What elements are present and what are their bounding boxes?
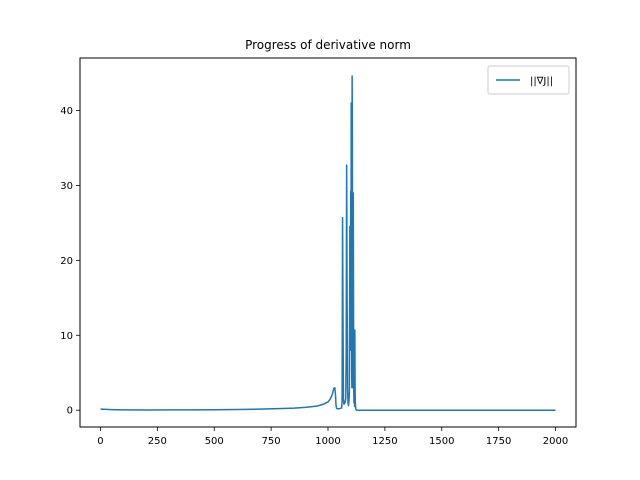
y-axis: 0 10 20 30 40 xyxy=(60,106,80,417)
x-tick-label: 1500 xyxy=(429,436,454,447)
x-axis: 0 250 500 750 1000 1250 1500 1750 2000 xyxy=(97,427,568,447)
chart-title: Progress of derivative norm xyxy=(245,38,411,52)
x-tick-label: 500 xyxy=(205,436,224,447)
x-tick-label: 1250 xyxy=(372,436,397,447)
y-tick-label: 30 xyxy=(60,181,73,192)
y-tick-label: 10 xyxy=(60,331,73,342)
legend-label: ||∇J|| xyxy=(530,76,553,87)
y-tick-label: 0 xyxy=(67,406,73,417)
x-tick-label: 250 xyxy=(148,436,167,447)
x-tick-label: 1000 xyxy=(315,436,340,447)
y-tick-label: 40 xyxy=(60,106,73,117)
x-tick-label: 750 xyxy=(262,436,281,447)
legend-box xyxy=(487,65,570,95)
x-tick-label: 0 xyxy=(97,436,103,447)
series-line-0 xyxy=(100,75,556,411)
plot-area xyxy=(100,75,556,411)
y-tick-label: 20 xyxy=(60,256,73,267)
x-tick-label: 1750 xyxy=(486,436,511,447)
x-tick-label: 2000 xyxy=(543,436,568,447)
legend: ||∇J|| xyxy=(487,65,570,95)
